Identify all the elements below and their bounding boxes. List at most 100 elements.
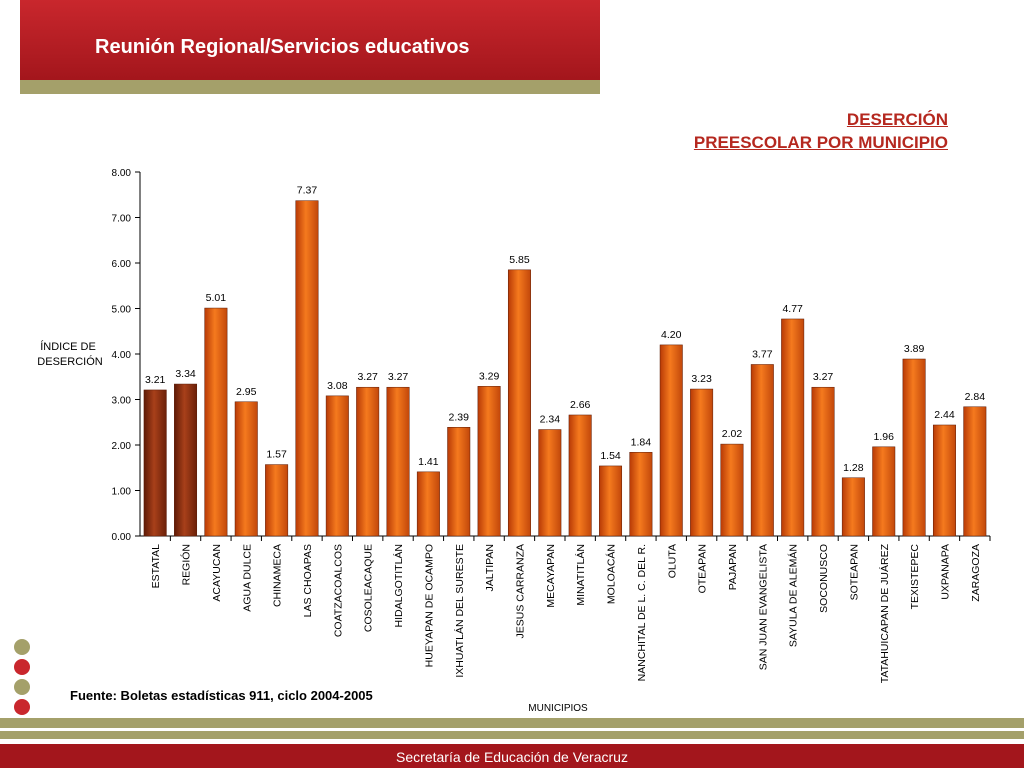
x-tick-label: JALTIPAN bbox=[484, 544, 496, 591]
y-tick-label: 6.00 bbox=[112, 259, 132, 270]
bar-value-label: 3.27 bbox=[813, 371, 834, 383]
bar bbox=[750, 364, 774, 537]
footer-stripe bbox=[0, 718, 1024, 728]
bar-value-label: 2.02 bbox=[722, 428, 743, 440]
bar-value-label: 1.57 bbox=[266, 449, 287, 461]
bar-value-label: 1.54 bbox=[600, 450, 621, 462]
decorative-dot-olive bbox=[14, 679, 30, 695]
footer-stripe bbox=[0, 731, 1024, 739]
bar-value-label: 2.66 bbox=[570, 399, 591, 411]
x-tick-label: SOCONUSCO bbox=[818, 544, 830, 613]
bar bbox=[477, 386, 501, 537]
y-axis-label-line-1: ÍNDICE DE bbox=[40, 340, 96, 353]
bar bbox=[902, 358, 926, 537]
x-tick-label: OLUTA bbox=[666, 544, 678, 578]
x-tick-label: UXPANAPA bbox=[939, 544, 951, 600]
bar-value-label: 3.77 bbox=[752, 348, 773, 360]
bar-value-label: 2.44 bbox=[934, 409, 955, 421]
bar-value-label: 7.37 bbox=[297, 185, 318, 197]
bar bbox=[629, 452, 653, 537]
x-tick-label: MINATITLÁN bbox=[574, 544, 587, 606]
x-tick-label: REGIÓN bbox=[180, 544, 193, 585]
bar bbox=[599, 465, 623, 537]
chart-title: DESERCIÓN PREESCOLAR POR MUNICIPIO bbox=[694, 108, 948, 154]
y-tick-label: 0.00 bbox=[112, 532, 132, 543]
source-note: Fuente: Boletas estadísticas 911, ciclo … bbox=[70, 688, 373, 703]
x-tick-label: PAJAPAN bbox=[727, 544, 739, 590]
header-band bbox=[20, 0, 600, 80]
bar bbox=[174, 383, 198, 537]
x-tick-label: ESTATAL bbox=[150, 544, 162, 589]
bar bbox=[447, 427, 471, 537]
x-tick-label: ZARAGOZA bbox=[970, 544, 982, 602]
x-tick-label: TATAHUICAPAN DE JUÁREZ bbox=[878, 543, 891, 683]
bar-value-label: 3.29 bbox=[479, 370, 500, 382]
x-tick-label: HIDALGOTITLÁN bbox=[392, 544, 405, 627]
decorative-dot-red bbox=[14, 699, 30, 715]
bar bbox=[386, 386, 410, 537]
y-tick-label: 4.00 bbox=[112, 350, 132, 361]
bar-value-label: 3.27 bbox=[357, 371, 378, 383]
bar bbox=[204, 307, 228, 537]
bar bbox=[781, 318, 805, 537]
x-tick-label: ACAYUCAN bbox=[211, 544, 223, 602]
x-tick-label: CHINAMECA bbox=[272, 544, 284, 607]
x-axis-label: MUNICIPIOS bbox=[528, 703, 588, 714]
bar bbox=[568, 414, 592, 537]
y-tick-label: 2.00 bbox=[112, 441, 132, 452]
y-tick-label: 5.00 bbox=[112, 305, 132, 316]
bar-value-label: 3.08 bbox=[327, 380, 348, 392]
x-tick-label: MOLOACÁN bbox=[605, 544, 618, 604]
x-tick-label: TEXISTEPEC bbox=[909, 544, 921, 610]
chart-title-line-2: PREESCOLAR POR MUNICIPIO bbox=[693, 133, 948, 152]
footer-text: Secretaría de Educación de Veracruz bbox=[396, 749, 628, 765]
x-tick-label: SAN JUAN EVANGELISTA bbox=[757, 544, 769, 670]
bar bbox=[872, 446, 896, 537]
bar-value-label: 2.84 bbox=[965, 391, 986, 403]
bar bbox=[963, 406, 987, 537]
bar-chart: 0.00 1.00 2.00 3.00 4.00 5.00 6.00 7.00 8.00 ESTA… bbox=[37, 168, 991, 714]
bar bbox=[811, 386, 835, 537]
bar-value-label: 3.89 bbox=[904, 343, 925, 355]
y-axis-label-line-2: DESERCIÓN bbox=[37, 355, 102, 368]
bar bbox=[143, 389, 167, 537]
bar bbox=[659, 344, 683, 537]
bar-value-label: 2.34 bbox=[540, 414, 561, 426]
x-tick-label: OTEAPAN bbox=[697, 544, 709, 593]
x-tick-label: JESUS CARRANZA bbox=[514, 544, 526, 639]
x-tick-label: AGUA DULCE bbox=[241, 544, 253, 612]
footer-band bbox=[0, 744, 1024, 768]
x-tick-label: IXHUATLÁN DEL SURESTE bbox=[453, 544, 466, 678]
bar bbox=[720, 443, 744, 537]
x-tick-label: MECAYAPAN bbox=[545, 544, 557, 608]
decorative-dot-red bbox=[14, 659, 30, 675]
bar-value-label: 3.27 bbox=[388, 371, 409, 383]
x-tick-label: SAYULA DE ALEMÁN bbox=[787, 544, 800, 647]
bar bbox=[295, 200, 319, 537]
x-tick-label: NANCHITAL DE L. C. DEL R. bbox=[636, 544, 648, 681]
bar bbox=[841, 477, 865, 537]
bar-value-label: 3.23 bbox=[691, 373, 712, 385]
bar bbox=[507, 269, 531, 537]
bar-value-label: 1.84 bbox=[631, 436, 652, 448]
bar-value-label: 4.77 bbox=[782, 303, 803, 315]
bar-value-label: 5.01 bbox=[206, 292, 227, 304]
bar-value-label: 3.21 bbox=[145, 374, 166, 386]
bar bbox=[690, 388, 714, 537]
bar-value-label: 3.34 bbox=[175, 368, 196, 380]
bar bbox=[265, 464, 289, 537]
decorative-dot-olive bbox=[14, 639, 30, 655]
x-tick-label: HUEYAPAN DE OCAMPO bbox=[423, 544, 435, 667]
bar-value-label: 4.20 bbox=[661, 329, 682, 341]
bar-value-label: 1.41 bbox=[418, 456, 439, 468]
bar bbox=[538, 429, 562, 537]
bar bbox=[416, 471, 440, 537]
bar-value-label: 1.28 bbox=[843, 462, 864, 474]
x-tick-label: COSOLEACAQUE bbox=[363, 544, 375, 632]
bar-value-label: 2.95 bbox=[236, 386, 257, 398]
bar bbox=[325, 395, 349, 537]
bar-value-label: 1.96 bbox=[874, 431, 895, 443]
bar-value-label: 5.85 bbox=[509, 254, 530, 266]
y-tick-label: 7.00 bbox=[112, 214, 132, 225]
x-tick-label: LAS CHOAPAS bbox=[302, 544, 314, 617]
